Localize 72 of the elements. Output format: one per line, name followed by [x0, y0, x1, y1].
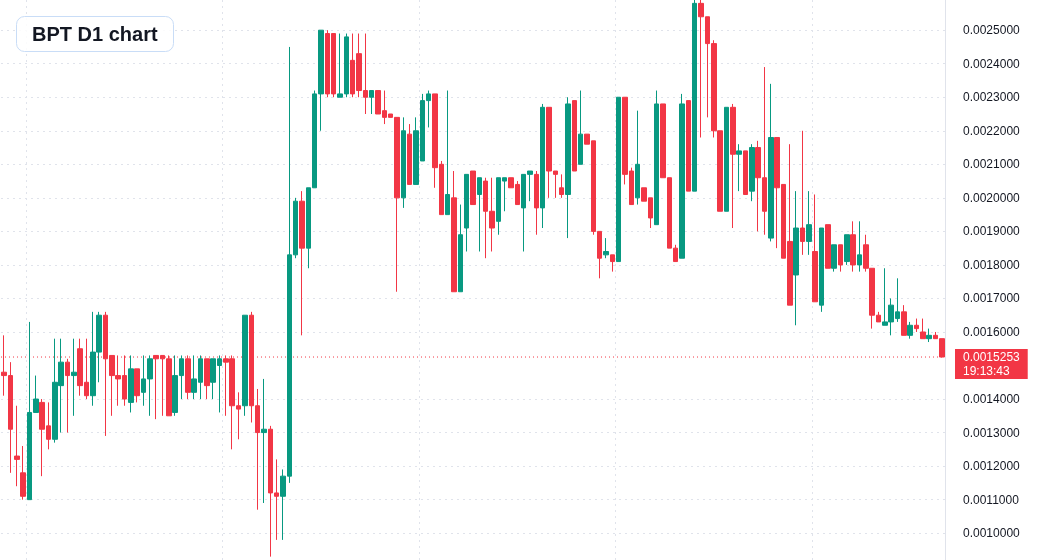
candlestick [914, 318, 919, 333]
candlestick [540, 103, 545, 229]
candlestick [730, 103, 736, 229]
candlestick [261, 378, 267, 504]
y-tick-label: 0.0025000 [963, 23, 1021, 38]
candlestick [692, 0, 697, 192]
y-tick-label: 0.0019000 [963, 224, 1021, 239]
candlestick [565, 96, 571, 239]
y-tick-label: 0.0012000 [963, 459, 1021, 474]
candlestick [768, 83, 774, 242]
candlestick [635, 110, 640, 206]
candlestick [686, 100, 691, 192]
candlestick [559, 173, 564, 199]
candlestick [616, 96, 621, 263]
candlestick [14, 405, 20, 487]
candlestick [603, 237, 609, 259]
text: 19:13:43 [963, 364, 1011, 379]
y-tick-label: 0.0022000 [963, 123, 1021, 138]
y-tick-label: 0.0020000 [963, 190, 1021, 205]
candlestick [831, 244, 837, 273]
candlestick [534, 170, 539, 236]
candlestick [445, 90, 450, 216]
candlestick [736, 143, 742, 192]
y-tick-label: 0.0023000 [963, 90, 1021, 105]
candlestick [749, 143, 755, 202]
candlestick [299, 190, 305, 336]
candlestick [926, 328, 932, 343]
candlestick [369, 90, 374, 115]
candlestick [451, 170, 457, 293]
candlestick [464, 173, 469, 252]
candlestick [134, 368, 140, 403]
candlestick [65, 358, 70, 434]
y-tick-label: 0.0011000 [963, 492, 1020, 507]
y-tick-label: 0.0016000 [963, 324, 1021, 339]
candlestick [242, 314, 248, 417]
candlestick [844, 234, 850, 266]
candlestick [407, 123, 412, 185]
candlestick [128, 354, 134, 413]
candlestick [907, 321, 913, 340]
y-tick-label: 0.0018000 [963, 257, 1021, 272]
candlestick [806, 190, 812, 256]
candlestick [901, 304, 907, 336]
candlestick [819, 227, 824, 313]
candlestick [793, 190, 799, 326]
candlestick [20, 445, 26, 501]
candlestick [610, 254, 615, 273]
y-tick-label: 0.0024000 [963, 56, 1021, 71]
y-tick-label: 0.0010000 [963, 526, 1021, 541]
candlestick [470, 170, 476, 206]
text: BPT D1 chart [32, 23, 158, 45]
candlestick [572, 100, 577, 172]
candlestick [920, 318, 926, 340]
candlestick [857, 220, 862, 273]
candlestick [825, 224, 831, 269]
candlestick [800, 130, 805, 256]
candlestick [401, 116, 406, 209]
candlestick [654, 90, 659, 226]
y-tick-label: 0.0014000 [963, 392, 1021, 407]
candlestick [724, 106, 729, 212]
candlestick [477, 177, 482, 252]
candlestick [743, 150, 748, 195]
candlestick [838, 244, 843, 273]
candlestick [578, 90, 583, 165]
candlestick [812, 193, 818, 303]
ref-line-label: 0.0015253 [963, 350, 1021, 365]
y-tick-label: 0.0013000 [963, 425, 1021, 440]
candlestick [458, 204, 463, 293]
candlestick [679, 93, 685, 259]
candlestick [71, 338, 77, 417]
y-tick-label: 0.0017000 [963, 291, 1021, 306]
y-tick-label: 0.0021000 [963, 157, 1021, 172]
candlestick [850, 220, 856, 273]
